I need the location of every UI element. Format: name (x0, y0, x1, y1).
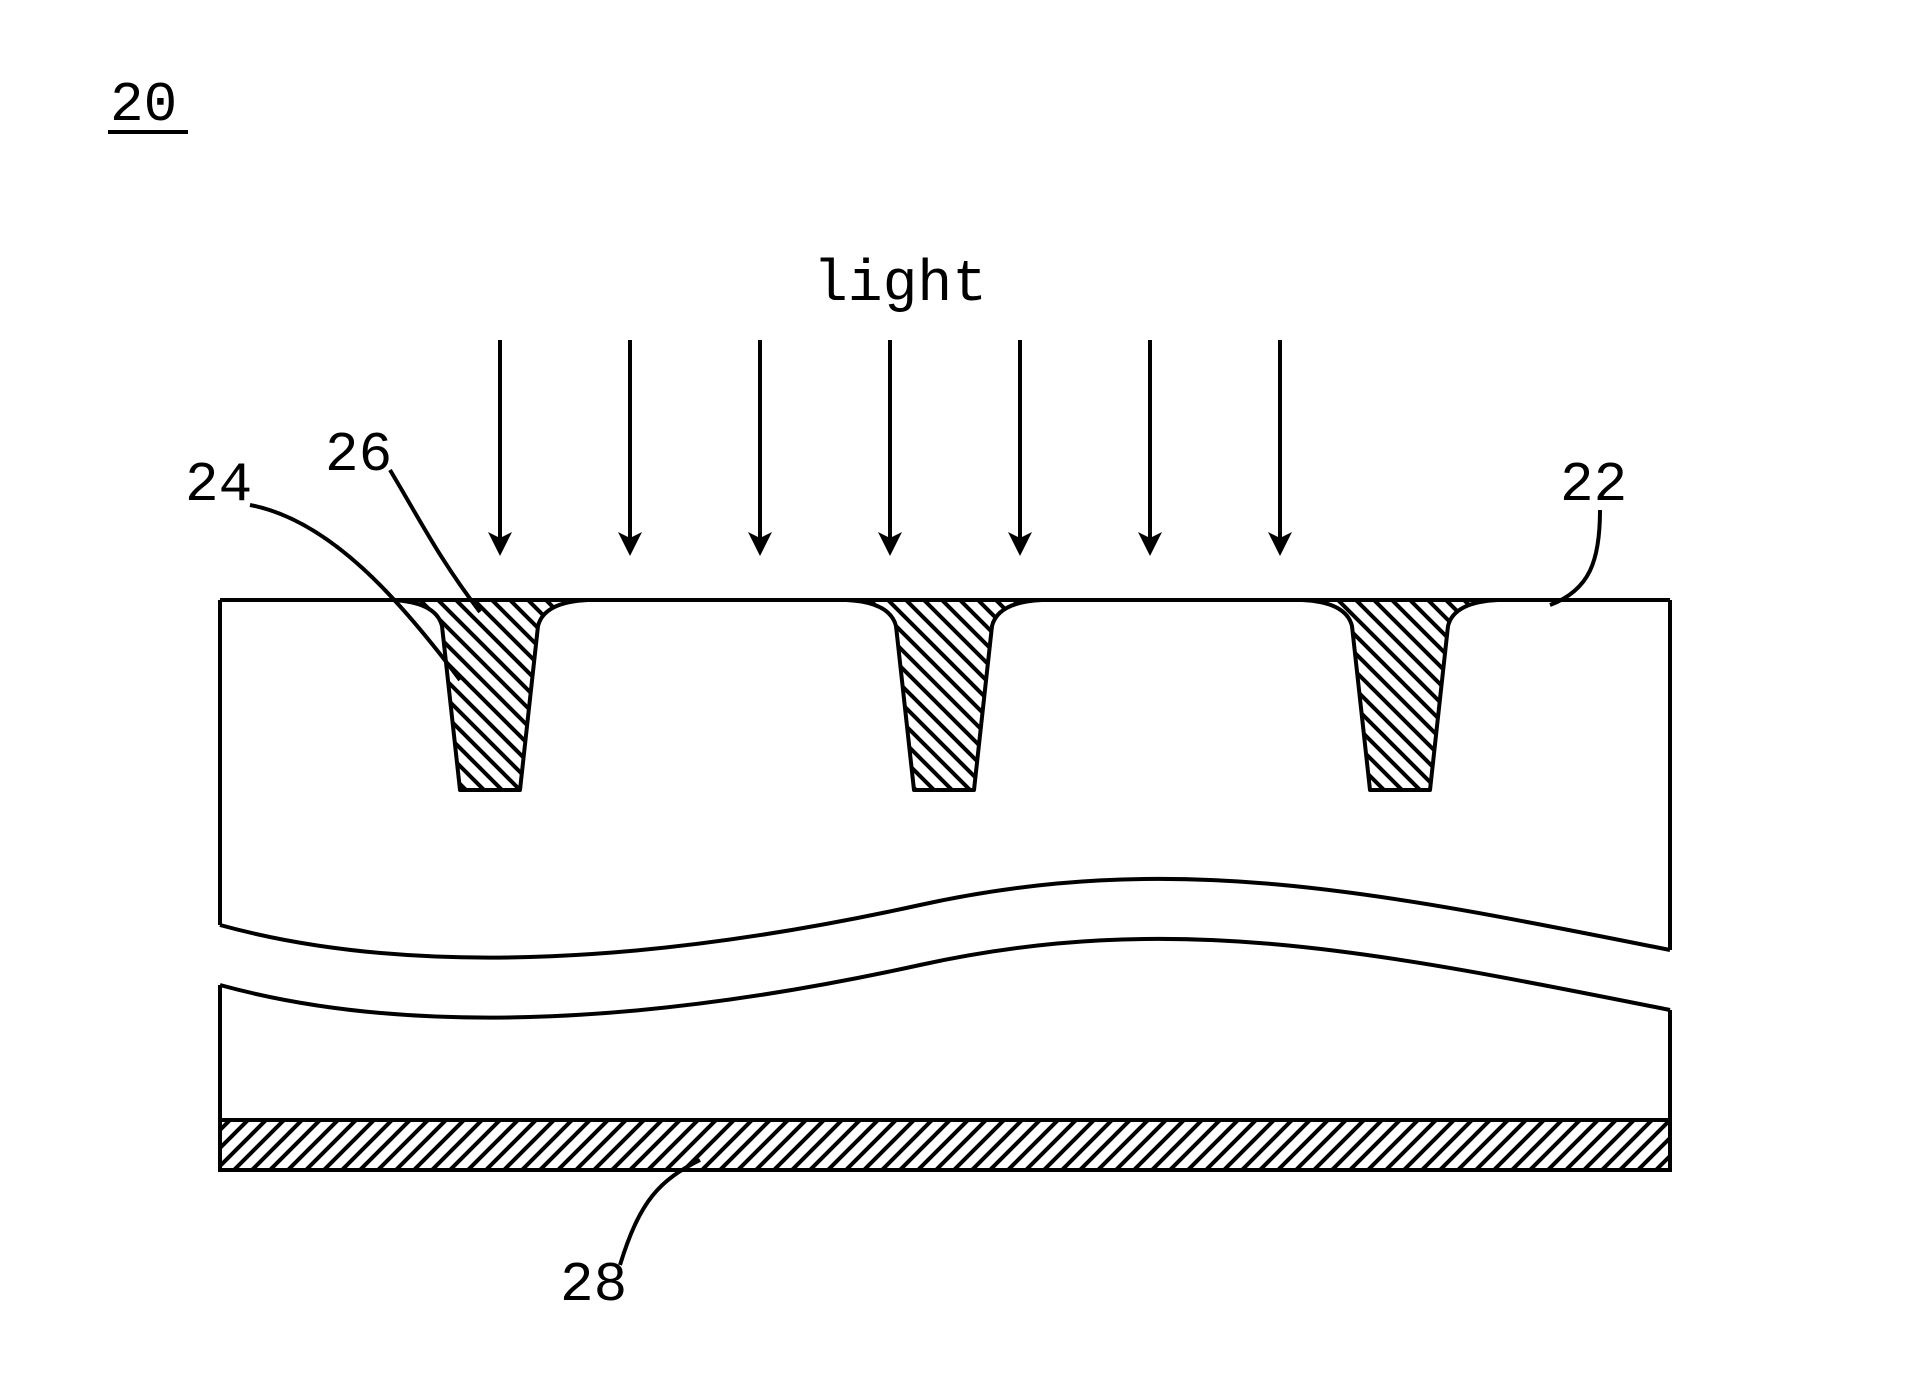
ref-28-label: 28 (560, 1253, 627, 1317)
ref-28-leader (620, 1160, 700, 1265)
ref-24-leader (250, 505, 460, 680)
ref-22-leader (1550, 510, 1600, 605)
ref-26-label: 26 (325, 423, 392, 487)
ref-22-label: 22 (1560, 453, 1627, 517)
ref-24-label: 24 (185, 453, 252, 517)
solar-cell-cross-section-diagram: light 20 22 24 26 28 (0, 0, 1924, 1373)
light-label: light (813, 253, 987, 318)
break-line-lower (220, 939, 1670, 1018)
trench-electrode-3 (1302, 600, 1498, 790)
back-electrode (220, 1120, 1670, 1170)
ref-26-leader (390, 470, 480, 612)
trench-electrode-2 (846, 600, 1042, 790)
break-line-upper (220, 879, 1670, 958)
figure-number: 20 (110, 73, 177, 137)
